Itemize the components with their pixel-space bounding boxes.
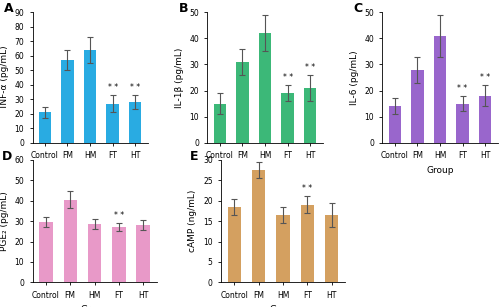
Bar <box>39 222 52 282</box>
Text: * *: * * <box>114 211 124 220</box>
Bar <box>304 88 316 143</box>
X-axis label: Group: Group <box>252 166 279 175</box>
Bar <box>388 106 401 143</box>
Bar <box>106 104 119 143</box>
Text: * *: * * <box>282 73 292 82</box>
Bar <box>236 62 248 143</box>
Bar <box>62 60 74 143</box>
Bar <box>479 96 492 143</box>
Bar <box>411 70 424 143</box>
Bar <box>325 215 338 282</box>
Y-axis label: IL-6 (pg/mL): IL-6 (pg/mL) <box>350 50 359 105</box>
Y-axis label: IL-1β (pg/mL): IL-1β (pg/mL) <box>175 47 184 108</box>
Bar <box>276 215 289 282</box>
Bar <box>84 50 96 143</box>
Text: * *: * * <box>480 73 490 82</box>
Bar <box>214 104 226 143</box>
Bar <box>64 200 77 282</box>
Bar <box>38 112 51 143</box>
X-axis label: Group: Group <box>269 305 296 307</box>
Text: D: D <box>2 150 12 163</box>
Bar <box>300 205 314 282</box>
Text: B: B <box>178 2 188 15</box>
Y-axis label: PGE₂ (pg/mL): PGE₂ (pg/mL) <box>0 191 9 251</box>
Bar <box>112 227 126 282</box>
Bar <box>259 33 271 143</box>
Bar <box>456 104 468 143</box>
X-axis label: Group: Group <box>426 166 454 175</box>
Bar <box>228 207 241 282</box>
Bar <box>282 93 294 143</box>
Text: * *: * * <box>305 63 315 72</box>
Text: E: E <box>190 150 198 163</box>
Text: A: A <box>4 2 14 15</box>
Bar <box>88 224 101 282</box>
Bar <box>136 225 150 282</box>
Bar <box>434 36 446 143</box>
Bar <box>252 170 266 282</box>
Y-axis label: cAMP (ng/mL): cAMP (ng/mL) <box>188 190 198 252</box>
X-axis label: Group: Group <box>76 166 104 175</box>
Text: * *: * * <box>302 185 312 193</box>
Y-axis label: TNF-α (pg/mL): TNF-α (pg/mL) <box>0 45 9 110</box>
Text: * *: * * <box>458 84 468 92</box>
Text: C: C <box>354 2 363 15</box>
Bar <box>129 102 141 143</box>
X-axis label: Group: Group <box>81 305 108 307</box>
Text: * *: * * <box>130 83 140 92</box>
Text: * *: * * <box>108 83 118 92</box>
